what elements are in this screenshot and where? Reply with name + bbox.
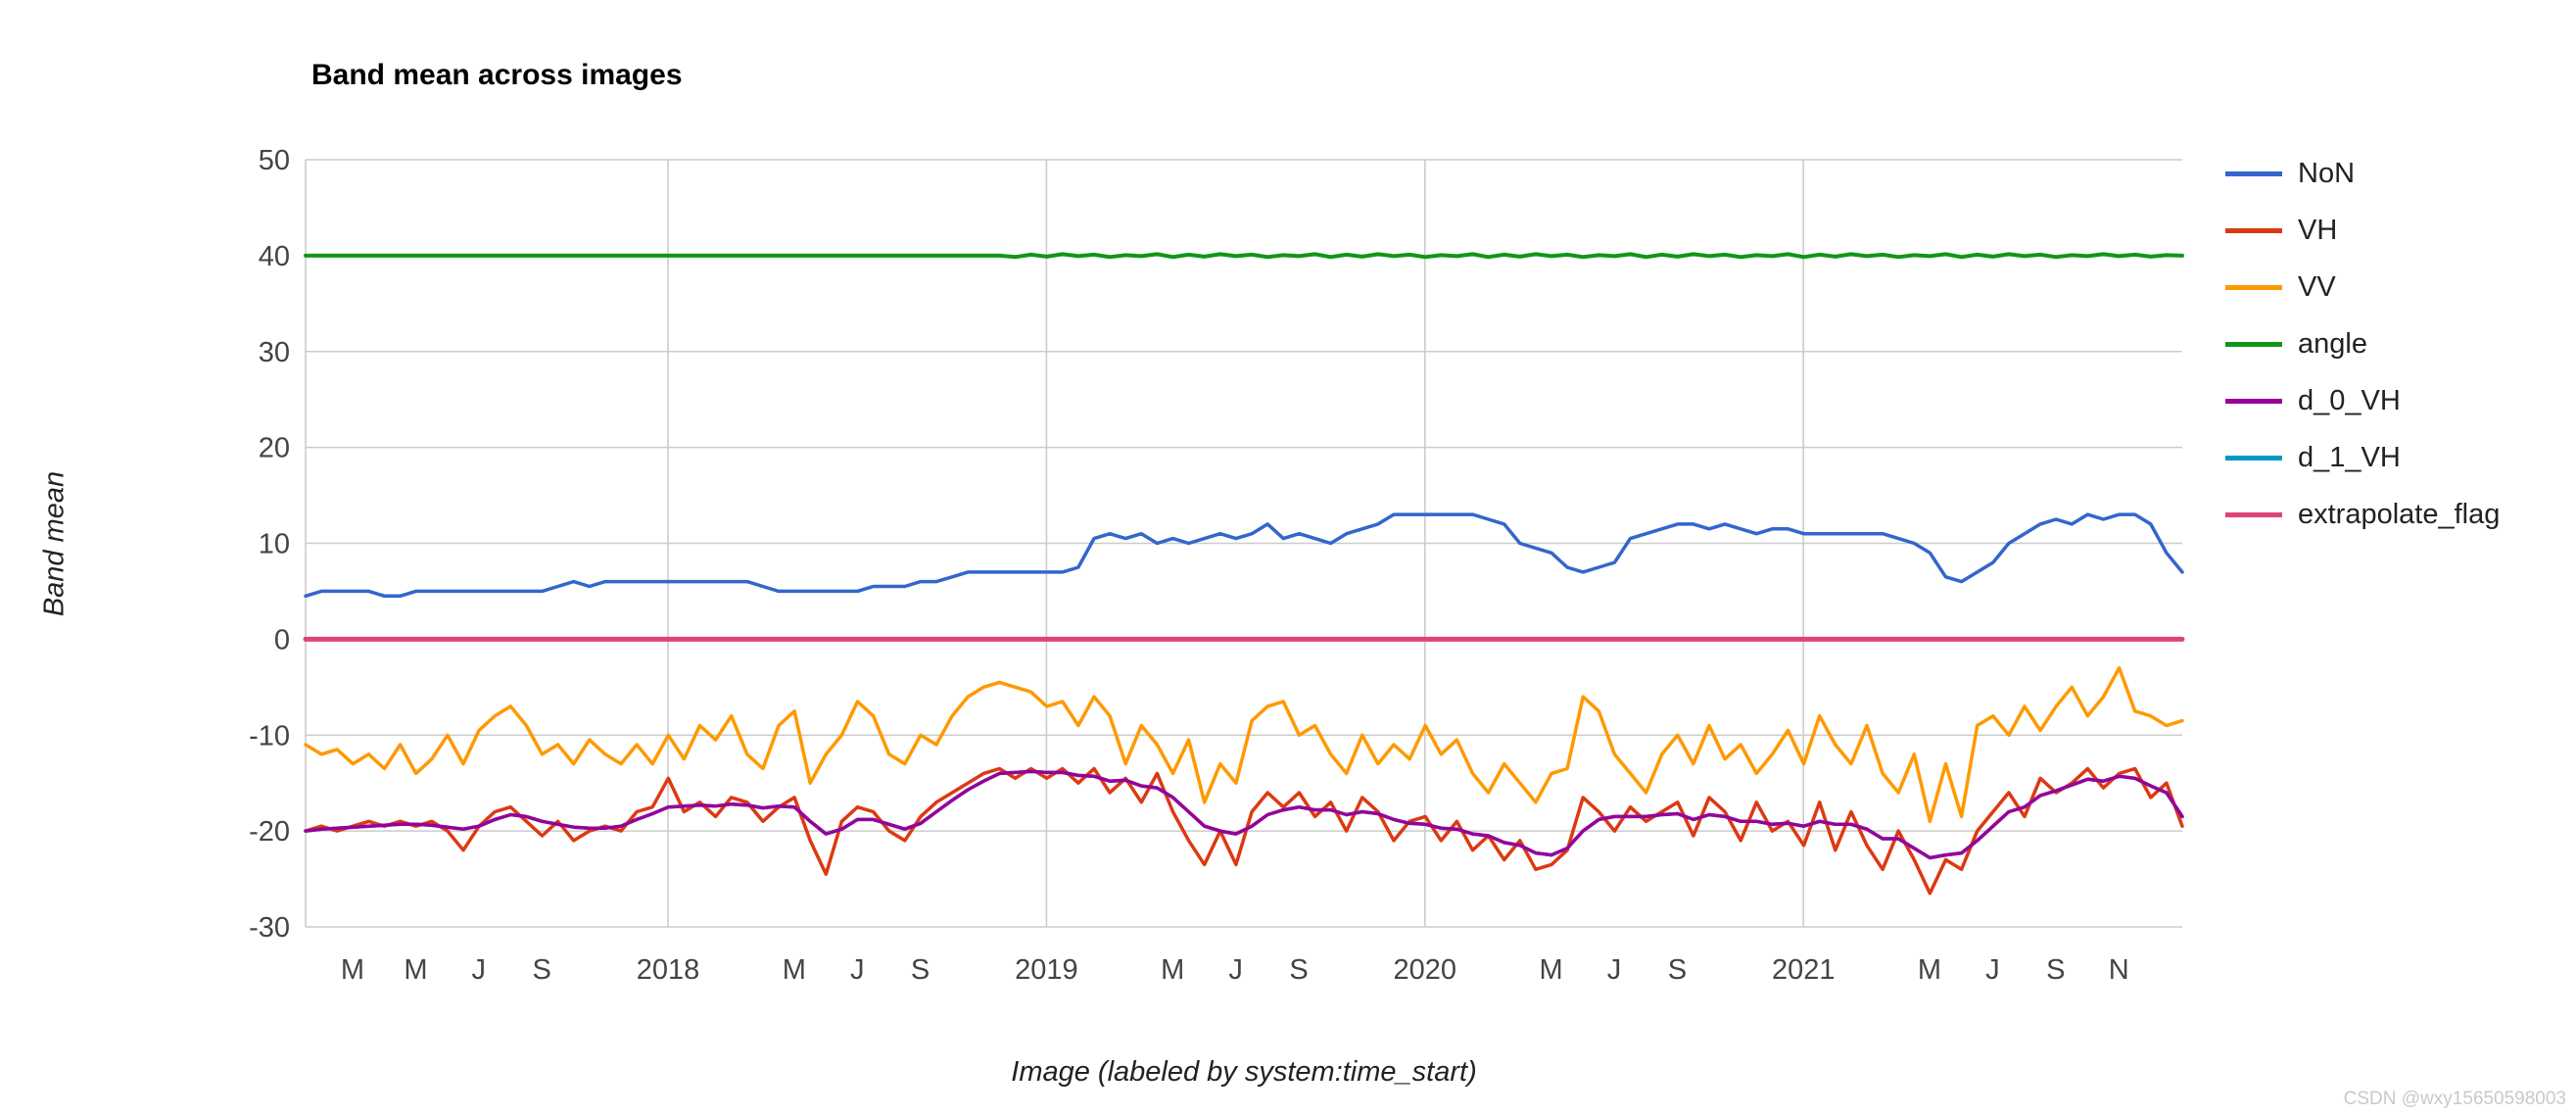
x-axis-title: Image (labeled by system:time_start) [1011, 1056, 1477, 1088]
series-line-d_0_VH[interactable] [304, 769, 2184, 860]
x-tick-label: 2018 [637, 954, 700, 986]
series-line-angle[interactable] [304, 252, 2184, 260]
x-tick-label: 2021 [1772, 954, 1836, 986]
x-tick-label: M [1540, 954, 1563, 986]
y-tick-label: 0 [274, 624, 290, 655]
legend-label: VV [2298, 270, 2336, 303]
legend: NoN VH VV angle d_0_VH d_1_VH extrapolate_flag [2225, 145, 2500, 543]
x-tick-label: J [850, 954, 865, 986]
legend-label: d_0_VH [2298, 384, 2401, 416]
legend-line-swatch [2225, 284, 2282, 290]
x-tick-label: M [404, 954, 427, 986]
x-tick-label: N [2109, 954, 2129, 986]
plot-series [303, 252, 2185, 896]
legend-item-NoN: NoN [2225, 145, 2500, 202]
series-line-VV[interactable] [304, 665, 2184, 824]
x-tick-label: M [341, 954, 364, 986]
legend-label: NoN [2298, 157, 2356, 189]
x-tick-label: J [1607, 954, 1622, 986]
legend-item-angle: angle [2225, 315, 2500, 372]
y-tick-label: 20 [259, 433, 290, 464]
y-tick-label: -30 [249, 912, 290, 944]
legend-line-swatch [2225, 170, 2282, 176]
legend-line-swatch [2225, 398, 2282, 404]
legend-item-d_0_VH: d_0_VH [2225, 372, 2500, 429]
gridlines [305, 159, 2182, 928]
x-tick-label: M [1918, 954, 1941, 986]
y-tick-label: 10 [259, 529, 290, 560]
x-tick-label: J [1228, 954, 1243, 986]
x-tick-label: 2019 [1015, 954, 1078, 986]
y-tick-label: 40 [259, 241, 290, 272]
legend-item-VV: VV [2225, 259, 2500, 315]
x-tick-label: 2020 [1394, 954, 1457, 986]
x-tick-label: M [1161, 954, 1184, 986]
x-tick-label: S [1668, 954, 1687, 986]
legend-label: d_1_VH [2298, 441, 2401, 473]
legend-label: angle [2298, 327, 2367, 360]
x-tick-label: J [472, 954, 487, 986]
x-tick-label: S [1289, 954, 1308, 986]
legend-label: extrapolate_flag [2298, 498, 2501, 530]
legend-line-swatch [2225, 341, 2282, 347]
y-tick-label: -20 [249, 816, 290, 848]
legend-line-swatch [2225, 511, 2282, 517]
legend-label: VH [2298, 214, 2338, 246]
series-line-VH[interactable] [304, 766, 2184, 896]
legend-line-swatch [2225, 227, 2282, 233]
legend-item-extrapolate_flag: extrapolate_flag [2225, 486, 2500, 543]
series-line-NoN[interactable] [304, 512, 2184, 599]
legend-line-swatch [2225, 455, 2282, 461]
x-tick-label: S [911, 954, 930, 986]
x-tick-label: J [1985, 954, 2000, 986]
x-tick-label: S [2046, 954, 2065, 986]
axis-tick-labels: 50 40 30 20 10 0 -10 -20 -30 M M J S 2018 M J S 2019 M J S 20… [249, 145, 2129, 986]
chart-title: Band mean across images [311, 59, 683, 91]
y-tick-label: 30 [259, 337, 290, 368]
legend-item-VH: VH [2225, 202, 2500, 259]
x-tick-label: M [783, 954, 806, 986]
x-tick-label: S [533, 954, 551, 986]
y-tick-label: 50 [259, 145, 290, 176]
legend-item-d_1_VH: d_1_VH [2225, 429, 2500, 486]
y-tick-label: -10 [249, 720, 290, 752]
watermark: CSDN @wxy15650598003 [2343, 1089, 2566, 1109]
